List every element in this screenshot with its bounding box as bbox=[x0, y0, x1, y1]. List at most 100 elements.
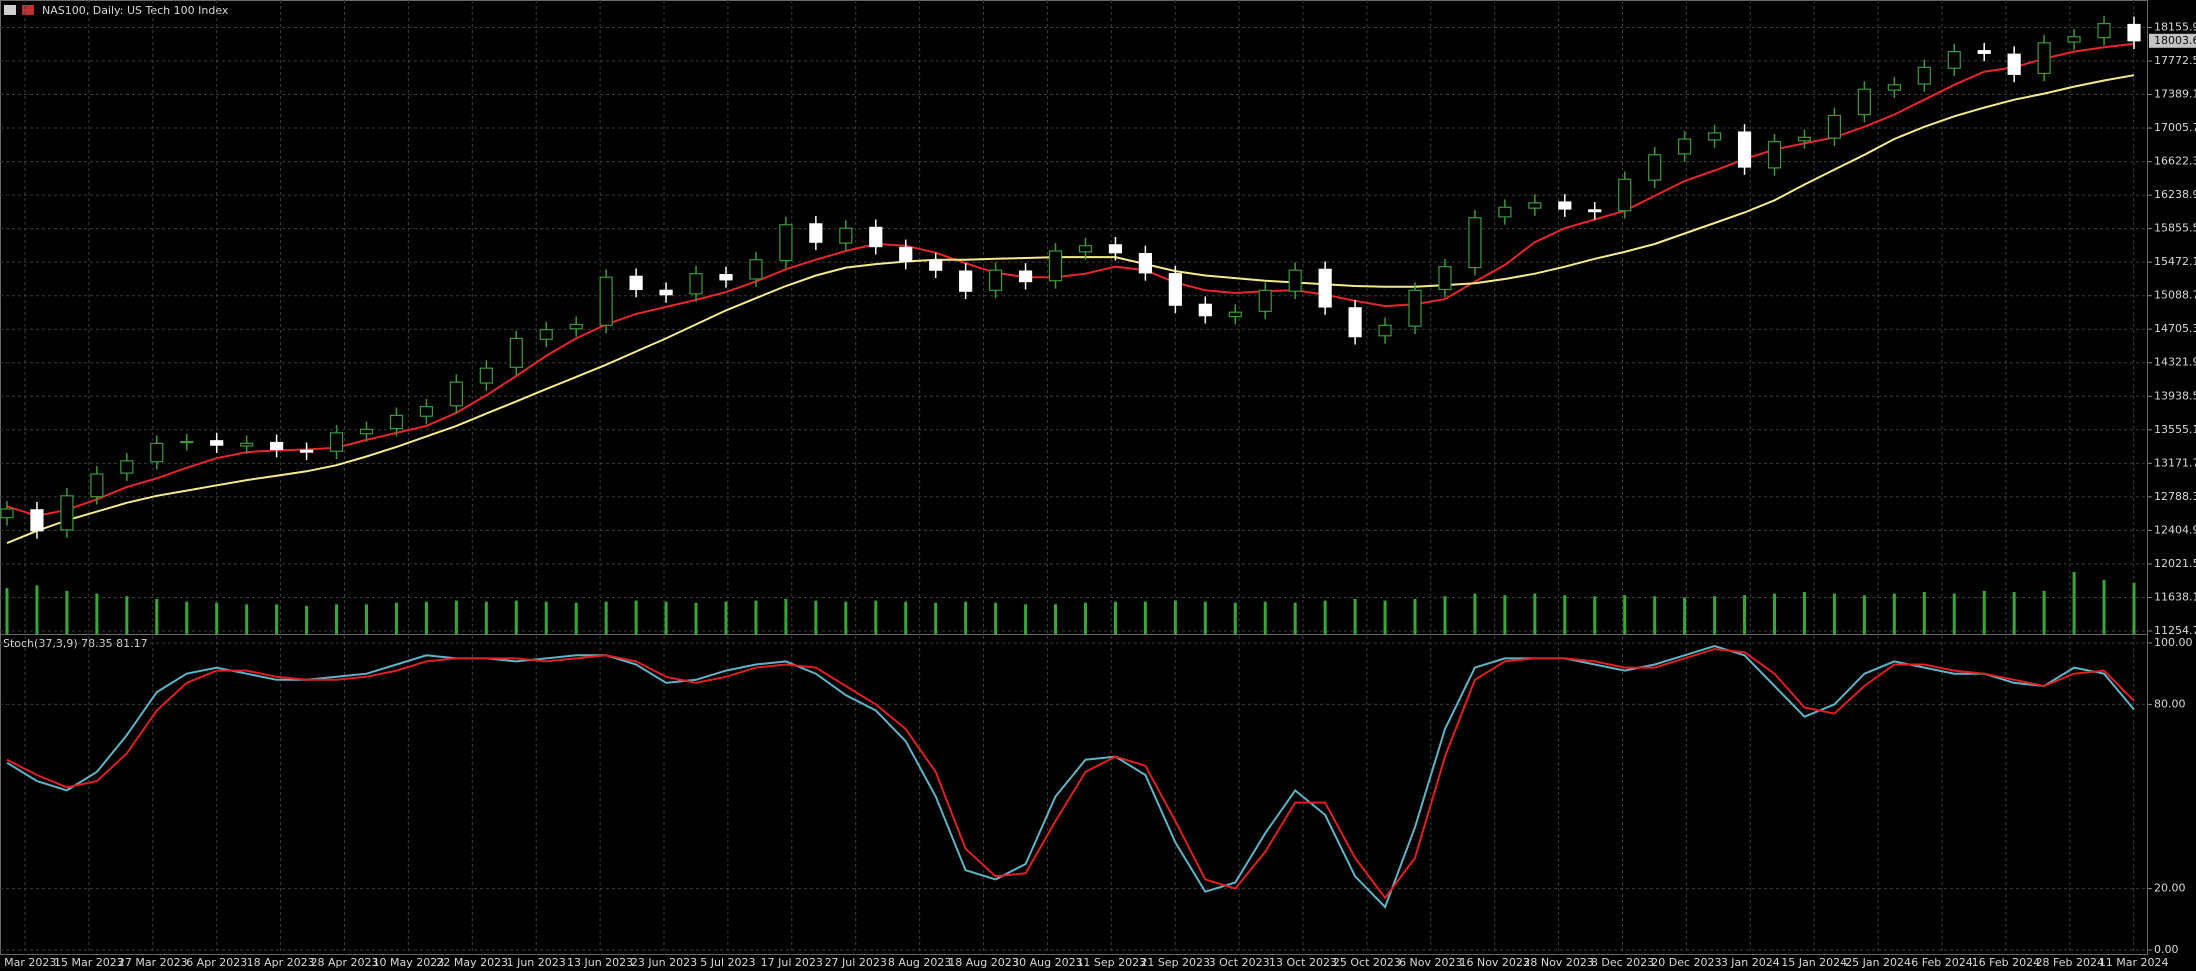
volume-bar bbox=[125, 596, 129, 634]
volume-bar bbox=[2132, 582, 2136, 634]
volume-bar bbox=[1113, 601, 1117, 634]
indicator-title: Stoch(37,3,9) 78.35 81.17 bbox=[3, 637, 148, 650]
volume-bar bbox=[1773, 593, 1777, 634]
candle-body bbox=[599, 276, 613, 326]
volume-bar bbox=[454, 600, 458, 634]
window-icon bbox=[4, 5, 16, 15]
x-tick-label: 10 May 2023 bbox=[373, 956, 445, 969]
x-tick-label: 3 Jan 2024 bbox=[1721, 956, 1780, 969]
y-tick-label: 15855.5 bbox=[2154, 222, 2196, 235]
chart-title: NAS100, Daily: US Tech 100 Index bbox=[42, 4, 229, 17]
x-tick-label: 13 Oct 2023 bbox=[1269, 956, 1337, 969]
y-tick-label: 14321.9 bbox=[2154, 356, 2196, 369]
candle-body bbox=[1378, 324, 1392, 337]
candle-body bbox=[2007, 53, 2021, 75]
candle-body bbox=[1588, 209, 1602, 213]
x-tick-label: 3 Oct 2023 bbox=[1209, 956, 1270, 969]
candle-body bbox=[1228, 311, 1242, 318]
y-tick-label: 16622.3 bbox=[2154, 155, 2196, 168]
candle-body bbox=[0, 508, 14, 519]
volume-bar bbox=[1623, 595, 1627, 634]
volume-bar bbox=[1473, 593, 1477, 634]
volume-bar bbox=[95, 593, 99, 634]
y-tick-label: 17389.1 bbox=[2154, 88, 2196, 101]
volume-bar bbox=[1143, 601, 1147, 634]
volume-bar bbox=[934, 602, 938, 634]
volume-bar bbox=[994, 602, 998, 634]
volume-bar bbox=[484, 601, 488, 634]
x-tick-label: 28 Nov 2023 bbox=[1523, 956, 1593, 969]
y-tick-label: 100.00 bbox=[2154, 636, 2193, 649]
candle-body bbox=[419, 406, 434, 417]
volume-bar bbox=[245, 604, 249, 634]
candle-body bbox=[959, 270, 973, 292]
volume-bar bbox=[1593, 596, 1597, 634]
candle-body bbox=[1857, 88, 1871, 116]
volume-bar bbox=[1802, 591, 1806, 634]
candle-body bbox=[1078, 245, 1093, 253]
volume-bar bbox=[305, 605, 309, 634]
candle-body bbox=[899, 246, 913, 263]
candle-body bbox=[449, 381, 463, 407]
candle-body bbox=[479, 367, 493, 384]
candle-body bbox=[1887, 84, 1901, 91]
x-tick-label: 30 Aug 2023 bbox=[1012, 956, 1082, 969]
candle-body bbox=[809, 223, 823, 243]
candle-body bbox=[240, 442, 254, 447]
x-tick-label: 28 Apr 2023 bbox=[310, 956, 378, 969]
x-tick-label: 27 Mar 2023 bbox=[118, 956, 188, 969]
last-price-label: 18003.6 bbox=[2154, 34, 2196, 47]
candle-body bbox=[60, 495, 74, 531]
y-tick-label: 15088.7 bbox=[2154, 289, 2196, 302]
candle-body bbox=[120, 460, 134, 474]
x-tick-label: 18 Aug 2023 bbox=[948, 956, 1018, 969]
x-tick-label: 11 Mar 2024 bbox=[2099, 956, 2169, 969]
candle-body bbox=[1048, 250, 1063, 282]
x-tick-label: 5 Jul 2023 bbox=[700, 956, 755, 969]
y-tick-label: 17772.5 bbox=[2154, 54, 2196, 67]
candle-body bbox=[839, 227, 853, 244]
candle-body bbox=[150, 442, 164, 463]
volume-bar bbox=[724, 601, 728, 634]
candle-body bbox=[1618, 178, 1632, 212]
volume-bar bbox=[1653, 596, 1657, 634]
candle-body bbox=[30, 509, 44, 532]
chart-icon bbox=[22, 5, 34, 15]
y-tick-label: 0.00 bbox=[2154, 943, 2179, 956]
candle-body bbox=[629, 275, 643, 291]
volume-bar bbox=[1443, 596, 1447, 634]
volume-bar bbox=[1952, 593, 1956, 634]
volume-bar bbox=[604, 601, 608, 634]
x-tick-label: 6 Nov 2023 bbox=[1399, 956, 1462, 969]
volume-bar bbox=[1024, 604, 1028, 634]
x-tick-label: 20 Dec 2023 bbox=[1651, 956, 1721, 969]
candle-body bbox=[1498, 206, 1512, 218]
y-tick-label: 80.00 bbox=[2154, 697, 2186, 710]
candle-body bbox=[989, 269, 1003, 291]
volume-bar bbox=[5, 588, 9, 634]
candle-body bbox=[1138, 253, 1152, 274]
candle-body bbox=[1767, 141, 1782, 169]
candle-body bbox=[539, 329, 553, 340]
candle-body bbox=[1108, 244, 1123, 254]
y-tick-label: 15472.1 bbox=[2154, 255, 2196, 268]
candle-body bbox=[1648, 154, 1662, 181]
candle-body bbox=[1318, 268, 1332, 308]
x-tick-label: 3 Mar 2023 bbox=[0, 956, 56, 969]
indicator-line bbox=[6, 648, 2135, 900]
candle-body bbox=[869, 226, 883, 248]
candle-body bbox=[2067, 36, 2081, 43]
candle-body bbox=[359, 428, 374, 435]
volume-bar bbox=[514, 600, 518, 634]
volume-bar bbox=[664, 601, 668, 634]
x-tick-label: 15 Jan 2024 bbox=[1781, 956, 1847, 969]
x-tick-label: 16 Nov 2023 bbox=[1459, 956, 1529, 969]
volume-bar bbox=[1533, 593, 1537, 634]
candle-body bbox=[180, 441, 194, 444]
candle-body bbox=[1558, 201, 1572, 210]
volume-bar bbox=[634, 600, 638, 634]
candle-body bbox=[1468, 217, 1482, 269]
candle-body bbox=[329, 432, 344, 452]
volume-bar bbox=[185, 601, 189, 634]
